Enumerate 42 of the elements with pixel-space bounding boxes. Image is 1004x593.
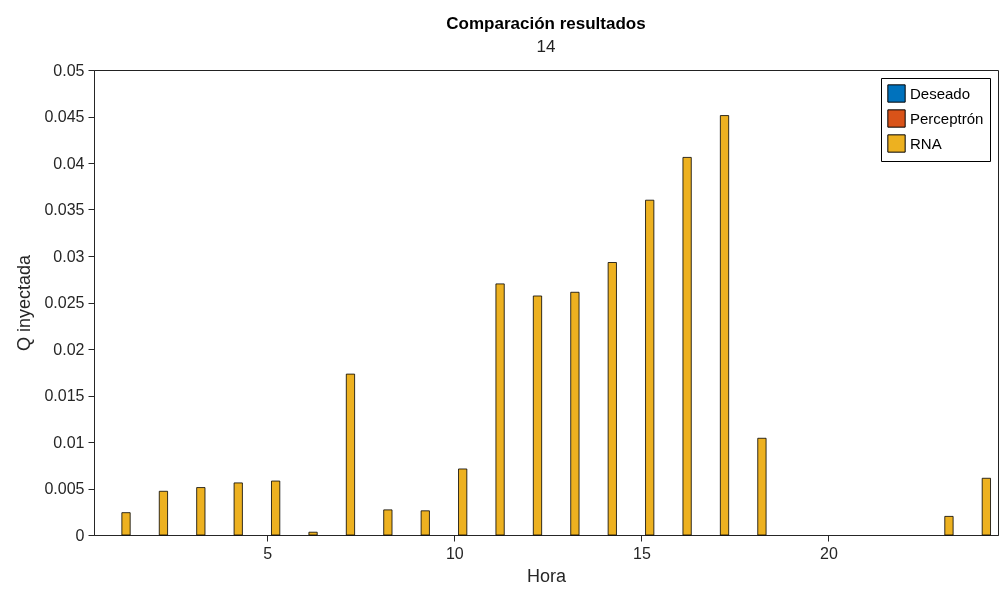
- legend-label: RNA: [910, 134, 942, 152]
- y-tick-label: 0.005: [44, 480, 85, 497]
- y-tick-label: 0.04: [53, 154, 85, 172]
- bar: [607, 262, 617, 536]
- y-tick-label: 0.02: [53, 340, 85, 358]
- x-tick-label: 10: [445, 544, 464, 562]
- y-axis-title: Q inyectada: [14, 253, 35, 352]
- y-tick-label: 0.015: [44, 387, 85, 404]
- y-tick-label: 0.035: [44, 201, 85, 218]
- bar: [420, 510, 430, 536]
- bar: [121, 512, 131, 536]
- bar: [682, 157, 692, 536]
- bar: [233, 482, 243, 536]
- bar: [495, 283, 505, 536]
- bar: [719, 115, 730, 536]
- legend-label: Deseado: [910, 84, 971, 102]
- bar: [757, 437, 767, 536]
- bar: [944, 516, 954, 536]
- bar: [570, 291, 580, 536]
- bar: [271, 480, 281, 536]
- x-tick-label: 5: [263, 544, 273, 562]
- bar: [458, 468, 468, 536]
- chart-title: Comparación resultados: [446, 14, 646, 33]
- bar: [308, 531, 318, 536]
- y-tick-label: 0.025: [44, 294, 85, 311]
- bar: [981, 477, 991, 536]
- bar: [196, 487, 206, 536]
- y-tick-label: 0.03: [53, 247, 85, 265]
- legend-label: Perceptrón: [910, 109, 984, 127]
- y-tick-label: 0.01: [53, 433, 85, 451]
- bar: [383, 509, 393, 536]
- x-tick-label: 15: [632, 544, 651, 562]
- y-tick-label: 0: [75, 526, 85, 544]
- bar: [532, 295, 543, 536]
- bar: [345, 373, 356, 536]
- y-tick-label: 0.05: [53, 61, 85, 79]
- y-tick-label: 0.045: [44, 108, 85, 125]
- bar: [645, 199, 655, 536]
- x-axis-title: Hora: [526, 565, 567, 586]
- bar: [158, 490, 168, 536]
- chart-subtitle: 14: [536, 37, 556, 56]
- x-tick-label: 20: [820, 544, 838, 562]
